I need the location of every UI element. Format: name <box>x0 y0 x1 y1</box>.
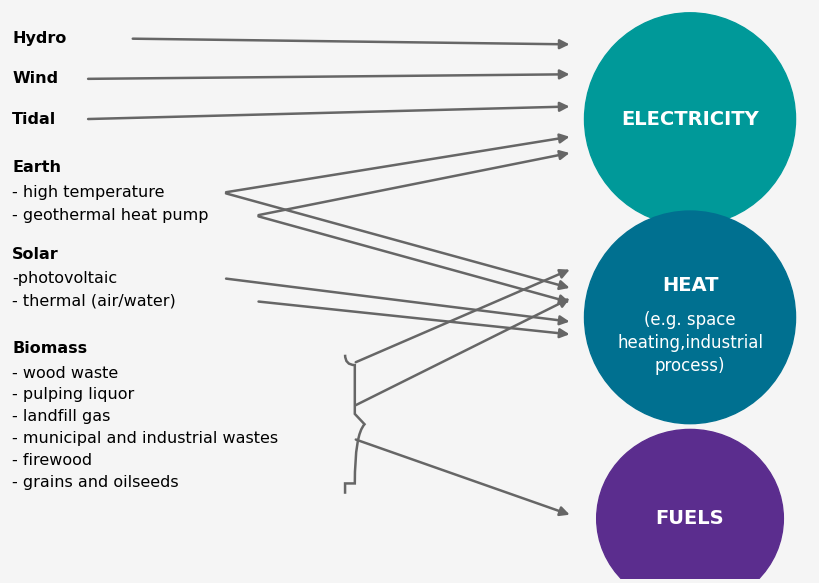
Text: Solar: Solar <box>12 247 59 262</box>
Text: -photovoltaic: -photovoltaic <box>12 271 117 286</box>
Text: - wood waste: - wood waste <box>12 366 119 381</box>
Text: (e.g. space
heating,industrial
process): (e.g. space heating,industrial process) <box>616 311 762 375</box>
Text: Earth: Earth <box>12 160 61 175</box>
Text: - geothermal heat pump: - geothermal heat pump <box>12 208 209 223</box>
Ellipse shape <box>584 13 794 226</box>
Text: - high temperature: - high temperature <box>12 185 165 200</box>
Text: HEAT: HEAT <box>661 276 717 295</box>
Text: Hydro: Hydro <box>12 31 66 46</box>
Text: - grains and oilseeds: - grains and oilseeds <box>12 475 179 490</box>
Ellipse shape <box>584 211 794 424</box>
Text: Biomass: Biomass <box>12 342 88 356</box>
Ellipse shape <box>596 430 782 583</box>
Text: - firewood: - firewood <box>12 453 93 468</box>
Text: - pulping liquor: - pulping liquor <box>12 388 134 402</box>
Text: - landfill gas: - landfill gas <box>12 409 111 424</box>
Text: Tidal: Tidal <box>12 111 57 127</box>
Text: ELECTRICITY: ELECTRICITY <box>621 110 758 129</box>
Text: - municipal and industrial wastes: - municipal and industrial wastes <box>12 431 278 446</box>
Text: Wind: Wind <box>12 71 58 86</box>
Text: - thermal (air/water): - thermal (air/water) <box>12 294 176 309</box>
Text: FUELS: FUELS <box>655 509 723 528</box>
